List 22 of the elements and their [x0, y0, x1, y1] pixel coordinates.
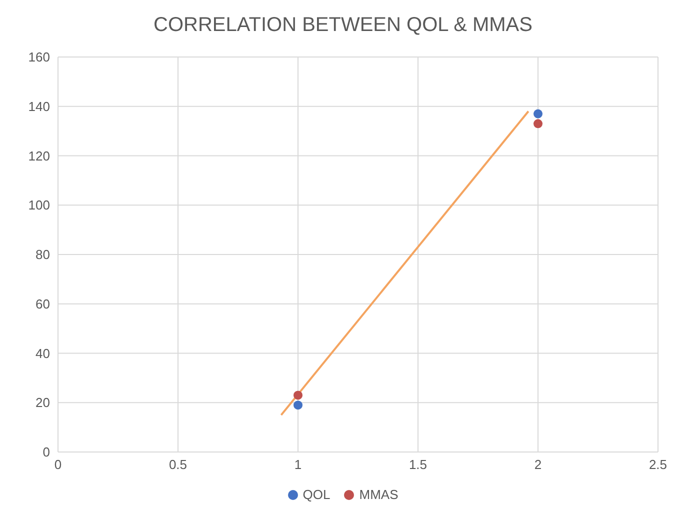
- x-tick-label: 2: [534, 457, 542, 472]
- y-tick-label: 80: [36, 247, 50, 262]
- legend-label: QOL: [302, 487, 330, 502]
- y-tick-label: 0: [42, 444, 50, 460]
- x-tick-label: 1: [294, 457, 302, 472]
- legend-label: MMAS: [358, 487, 398, 502]
- y-tick-label: 20: [36, 395, 50, 410]
- chart-title: CORRELATION BETWEEN QOL & MMAS: [152, 14, 534, 37]
- point: [293, 400, 303, 410]
- y-tick-label: 100: [28, 198, 50, 213]
- y-tick-label: 40: [36, 346, 50, 361]
- y-tick-label: 160: [28, 50, 50, 65]
- x-tick-label: 0: [54, 457, 62, 472]
- point: [533, 119, 543, 128]
- x-tick-label: 1.5: [408, 457, 428, 472]
- y-tick-label: 60: [36, 296, 50, 312]
- x-tick-label: 2.5: [648, 457, 668, 472]
- point: [533, 109, 543, 118]
- y-tick-label: 120: [28, 148, 50, 164]
- point: [293, 390, 303, 400]
- y-tick-label: 140: [28, 98, 50, 114]
- x-tick-label: 0.5: [168, 457, 188, 472]
